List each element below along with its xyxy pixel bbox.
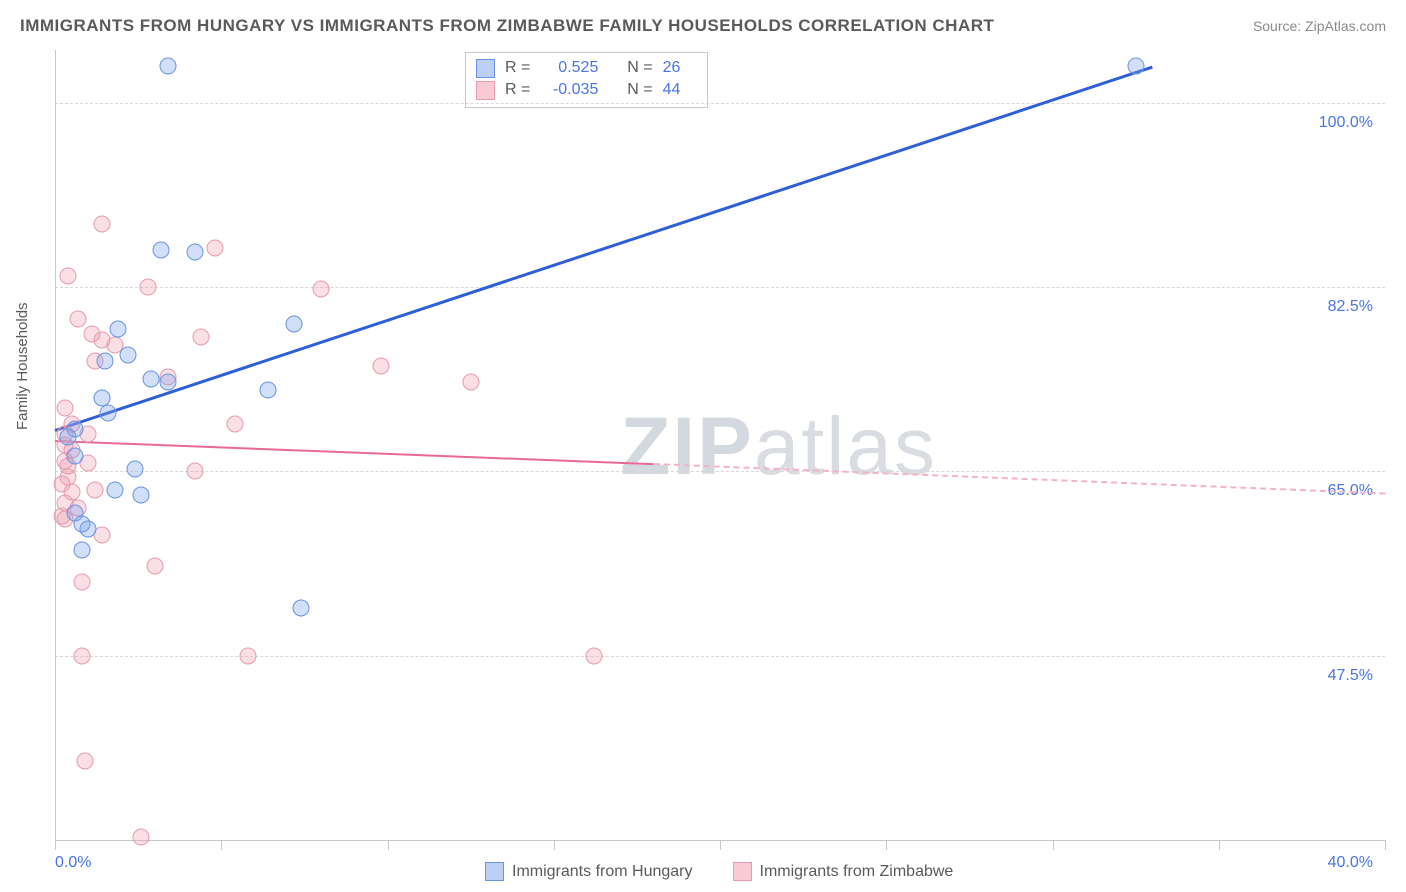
bottom-legend: Immigrants from Hungary Immigrants from …	[485, 862, 953, 881]
x-tick	[720, 840, 721, 850]
legend-item-zimbabwe: Immigrants from Zimbabwe	[733, 862, 954, 881]
scatter-point-hungary	[80, 521, 97, 538]
x-tick	[55, 840, 56, 850]
x-tick	[1219, 840, 1220, 850]
scatter-point-zimbabwe	[239, 647, 256, 664]
scatter-point-hungary	[120, 347, 137, 364]
scatter-point-zimbabwe	[186, 463, 203, 480]
y-tick-label: 100.0%	[1319, 114, 1373, 132]
plot-area: R = 0.525 N = 26 R = -0.035 N = 44 47.5%…	[55, 50, 1385, 840]
scatter-point-zimbabwe	[462, 373, 479, 390]
scatter-point-zimbabwe	[226, 415, 243, 432]
gridline	[55, 287, 1385, 288]
scatter-point-hungary	[160, 373, 177, 390]
scatter-point-zimbabwe	[86, 482, 103, 499]
legend-item-hungary: Immigrants from Hungary	[485, 862, 693, 881]
scatter-point-hungary	[133, 486, 150, 503]
stats-n-label: N =	[627, 57, 652, 79]
swatch-blue-icon	[476, 59, 495, 78]
x-tick-label: 0.0%	[55, 854, 91, 872]
stats-row-pink: R = -0.035 N = 44	[476, 79, 693, 101]
scatter-point-zimbabwe	[146, 558, 163, 575]
regression-line	[653, 463, 1385, 494]
scatter-point-zimbabwe	[93, 215, 110, 232]
scatter-point-hungary	[126, 461, 143, 478]
stats-n-value: 26	[663, 57, 693, 79]
y-axis-label: Family Households	[14, 302, 31, 430]
stats-r-label: R =	[505, 57, 530, 79]
scatter-point-zimbabwe	[133, 828, 150, 845]
scatter-point-hungary	[186, 244, 203, 261]
scatter-point-zimbabwe	[76, 753, 93, 770]
legend-label: Immigrants from Hungary	[512, 863, 693, 881]
x-tick	[1385, 840, 1386, 850]
scatter-point-hungary	[153, 242, 170, 259]
scatter-point-hungary	[96, 352, 113, 369]
scatter-point-hungary	[110, 321, 127, 338]
scatter-point-zimbabwe	[70, 310, 87, 327]
scatter-point-hungary	[73, 542, 90, 559]
swatch-pink-icon	[476, 81, 495, 100]
scatter-point-zimbabwe	[60, 268, 77, 285]
scatter-point-zimbabwe	[73, 573, 90, 590]
scatter-point-zimbabwe	[313, 281, 330, 298]
swatch-blue-icon	[485, 862, 504, 881]
scatter-point-hungary	[286, 315, 303, 332]
scatter-point-zimbabwe	[585, 647, 602, 664]
watermark: ZIPatlas	[620, 400, 937, 494]
scatter-point-hungary	[259, 382, 276, 399]
stats-r-value: 0.525	[540, 57, 598, 79]
x-tick	[886, 840, 887, 850]
y-tick-label: 82.5%	[1328, 298, 1373, 316]
stats-n-value: 44	[663, 79, 693, 101]
stats-r-label: R =	[505, 79, 530, 101]
swatch-pink-icon	[733, 862, 752, 881]
chart-title: IMMIGRANTS FROM HUNGARY VS IMMIGRANTS FR…	[20, 16, 994, 36]
stats-box: R = 0.525 N = 26 R = -0.035 N = 44	[465, 52, 708, 108]
scatter-point-hungary	[93, 389, 110, 406]
x-tick	[221, 840, 222, 850]
scatter-point-hungary	[60, 428, 77, 445]
scatter-point-hungary	[100, 405, 117, 422]
scatter-point-hungary	[1127, 57, 1144, 74]
legend-label: Immigrants from Zimbabwe	[760, 863, 954, 881]
scatter-point-hungary	[143, 370, 160, 387]
scatter-point-zimbabwe	[372, 358, 389, 375]
x-tick	[1053, 840, 1054, 850]
scatter-point-zimbabwe	[140, 279, 157, 296]
scatter-point-hungary	[106, 482, 123, 499]
scatter-point-zimbabwe	[206, 240, 223, 257]
stats-n-label: N =	[627, 79, 652, 101]
regression-line	[55, 440, 654, 465]
stats-r-value: -0.035	[540, 79, 598, 101]
x-tick-label: 40.0%	[1328, 854, 1373, 872]
stats-row-blue: R = 0.525 N = 26	[476, 57, 693, 79]
scatter-point-hungary	[160, 57, 177, 74]
chart-area: R = 0.525 N = 26 R = -0.035 N = 44 47.5%…	[55, 50, 1385, 840]
scatter-point-hungary	[293, 600, 310, 617]
scatter-point-zimbabwe	[193, 328, 210, 345]
x-tick	[388, 840, 389, 850]
x-tick	[554, 840, 555, 850]
y-tick-label: 47.5%	[1328, 667, 1373, 685]
gridline	[55, 471, 1385, 472]
source-label: Source: ZipAtlas.com	[1253, 18, 1386, 34]
gridline	[55, 103, 1385, 104]
scatter-point-zimbabwe	[73, 647, 90, 664]
scatter-point-hungary	[66, 447, 83, 464]
scatter-point-zimbabwe	[56, 400, 73, 417]
